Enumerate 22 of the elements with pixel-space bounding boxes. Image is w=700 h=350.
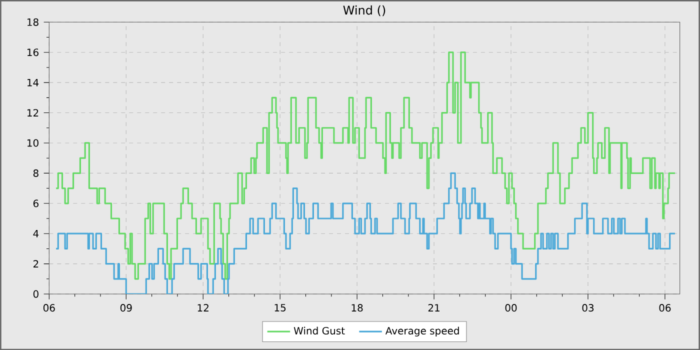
x-tick-label: 12: [198, 304, 208, 312]
chart-title: Wind (): [343, 5, 386, 16]
y-tick-label: 0: [33, 290, 38, 298]
x-tick-label: 03: [582, 304, 594, 312]
y-tick-label: 16: [28, 48, 38, 56]
x-tick-label: 06: [659, 304, 671, 312]
x-tick-label: 18: [352, 304, 363, 312]
y-tick-label: 8: [33, 169, 38, 177]
x-tick-label: 06: [43, 304, 55, 312]
legend-label: Wind Gust: [294, 326, 345, 334]
y-tick-label: 12: [28, 108, 38, 116]
y-tick-label: 10: [28, 139, 38, 147]
x-tick-label: 00: [505, 304, 517, 312]
y-tick-label: 6: [33, 200, 38, 208]
y-tick-label: 18: [28, 18, 38, 26]
x-tick-label: 09: [120, 304, 132, 312]
y-tick-label: 14: [28, 78, 39, 86]
legend-label: Average speed: [385, 326, 459, 336]
x-tick-label: 15: [274, 304, 286, 312]
y-tick-label: 2: [33, 260, 38, 268]
y-tick-label: 4: [33, 230, 39, 238]
x-tick-label: 21: [428, 304, 440, 312]
